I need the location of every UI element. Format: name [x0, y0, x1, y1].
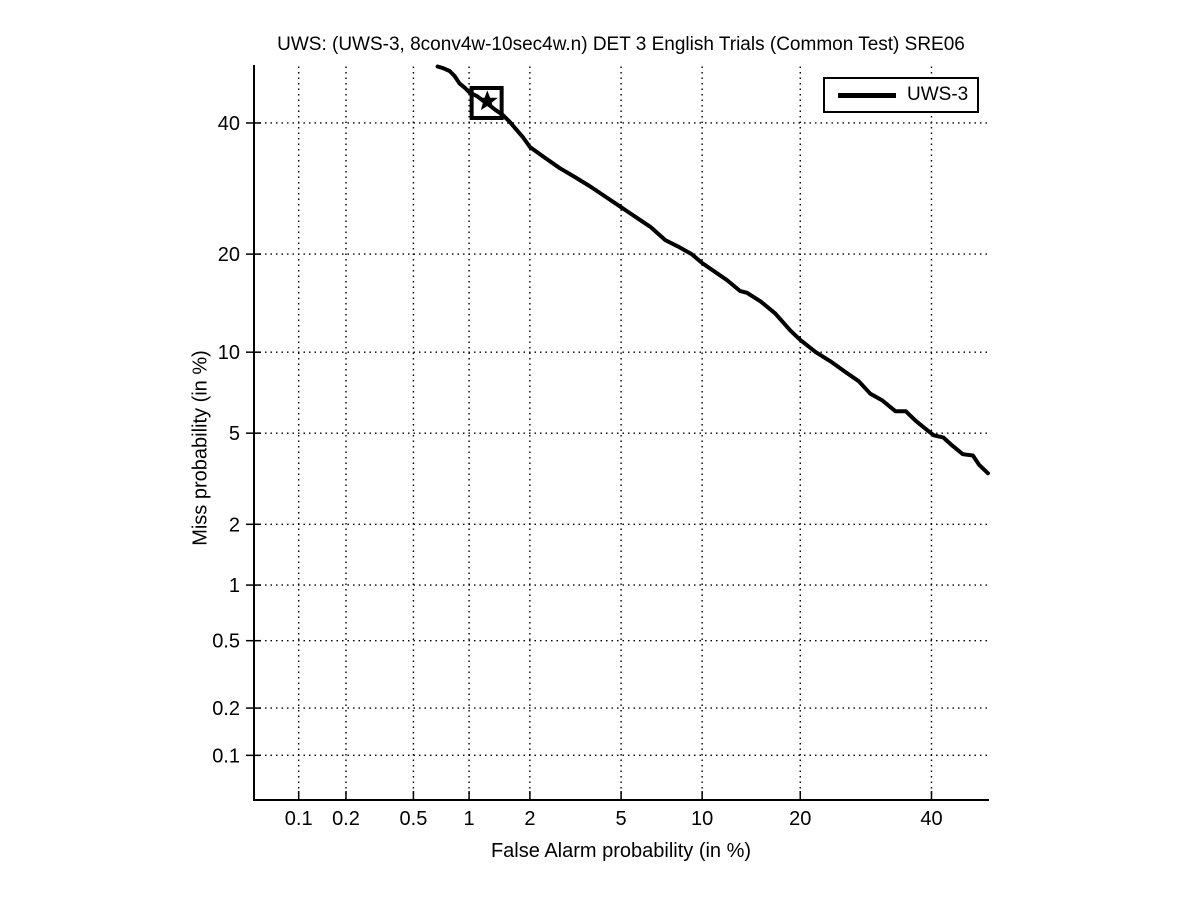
operating-point-square-marker	[469, 85, 504, 120]
x-tick-label: 0.2	[332, 808, 360, 830]
x-axis-label: False Alarm probability (in %)	[490, 840, 752, 862]
chart-title: UWS: (UWS-3, 8conv4w-10sec4w.n) DET 3 En…	[277, 34, 965, 55]
x-tick-label: 0.1	[285, 808, 313, 830]
det-curve	[435, 64, 990, 476]
y-tick-label: 0.5	[212, 631, 240, 653]
y-tick-label: 5	[229, 423, 240, 445]
legend-line-sample	[838, 92, 896, 98]
y-tick-label: 10	[218, 342, 240, 364]
y-tick-label: 2	[229, 514, 240, 536]
y-tick-label: 0.2	[212, 698, 240, 720]
x-tick-label: 0.5	[400, 808, 428, 830]
x-tick-label: 40	[920, 808, 942, 830]
y-tick-label: 0.1	[212, 745, 240, 767]
y-tick-label: 20	[218, 244, 240, 266]
x-tick-label: 20	[789, 808, 811, 830]
x-tick-label: 2	[524, 808, 535, 830]
legend: UWS-3	[823, 77, 979, 113]
legend-label: UWS-3	[907, 84, 969, 105]
x-tick-label: 10	[691, 808, 713, 830]
x-tick-label: 5	[616, 808, 627, 830]
y-tick-label: 1	[229, 575, 240, 597]
x-tick-label: 1	[464, 808, 475, 830]
operating-point-star-marker	[476, 90, 498, 111]
y-tick-label: 40	[218, 113, 240, 135]
